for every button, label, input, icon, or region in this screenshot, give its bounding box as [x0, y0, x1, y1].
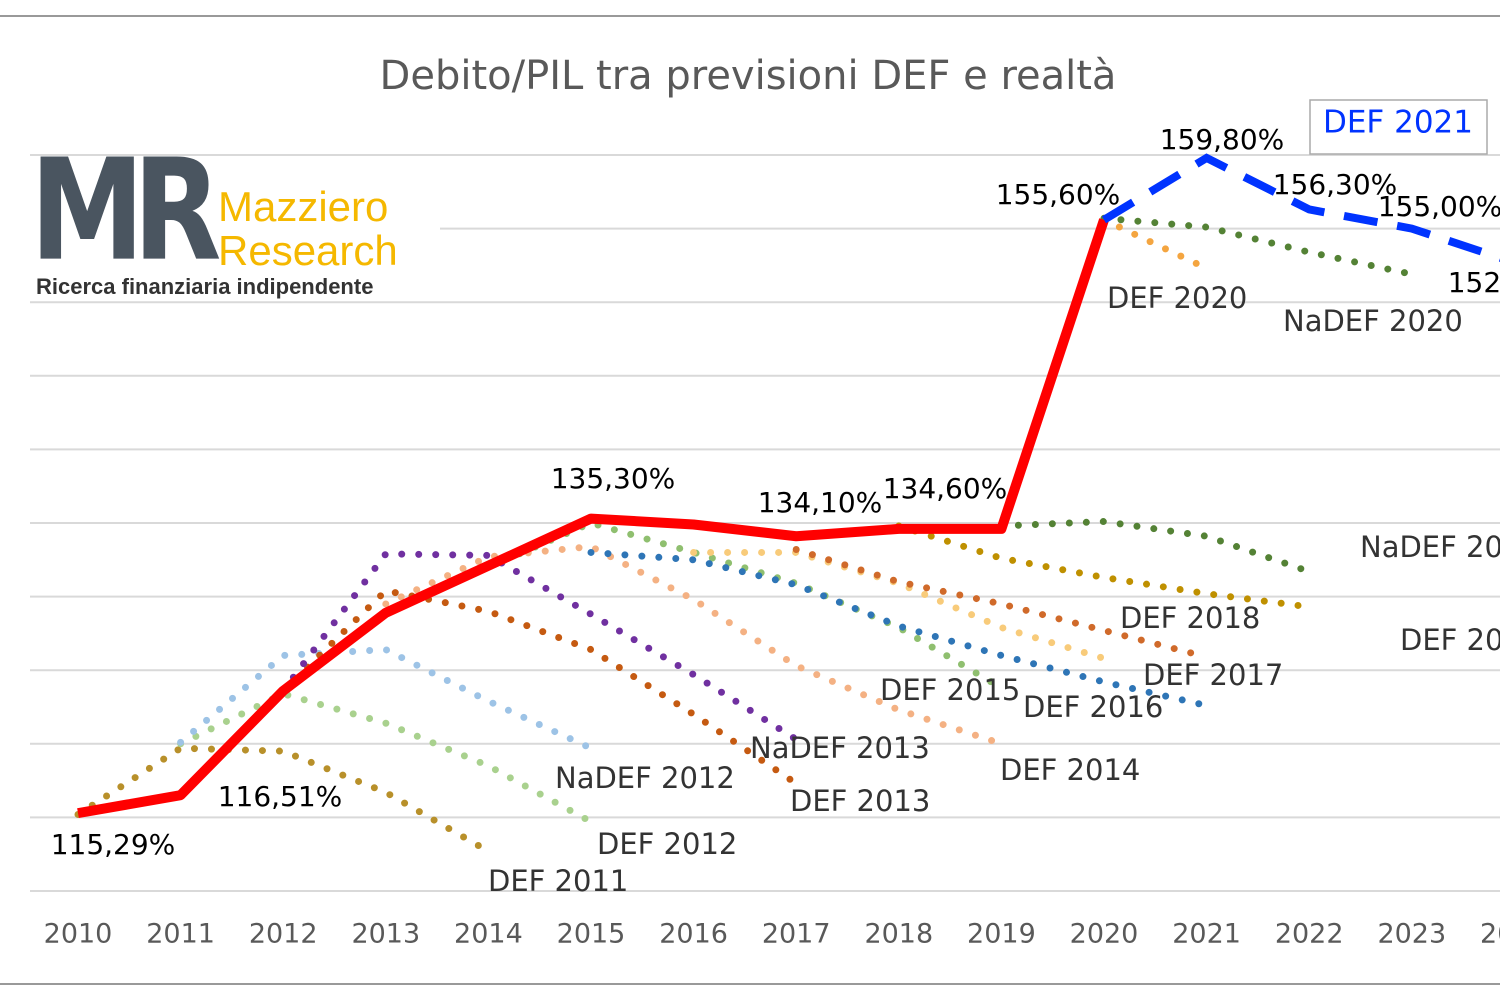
data-label: 152,70%	[1448, 266, 1500, 299]
x-tick-label: 2017	[762, 919, 831, 950]
series-line	[279, 586, 800, 788]
series-label: DEF 2019	[1400, 623, 1500, 657]
series-label: DEF 2011	[488, 864, 628, 898]
data-label: 155,00%	[1378, 190, 1500, 223]
data-label: 135,30%	[551, 462, 676, 495]
series-line	[177, 690, 595, 826]
series-label: DEF 2012	[597, 827, 737, 861]
x-tick-label: 2022	[1275, 919, 1344, 950]
data-label: 115,29%	[51, 828, 176, 861]
legend-label: DEF 2021	[1323, 105, 1473, 141]
data-label: 116,51%	[218, 780, 343, 813]
x-tick-label: 2024	[1480, 919, 1500, 950]
series-label: NaDEF 2019	[1360, 530, 1500, 564]
series-line	[484, 519, 1005, 692]
logo: MR Mazziero Research Ricerca finanziaria…	[30, 130, 440, 300]
series-line	[177, 646, 595, 752]
logo-line1: Mazziero	[218, 183, 388, 230]
x-tick-label: 2019	[967, 919, 1036, 950]
x-tick-label: 2020	[1070, 919, 1139, 950]
series-line	[1100, 216, 1211, 272]
data-label: 159,80%	[1160, 123, 1285, 156]
series-label: DEF 2015	[880, 673, 1020, 707]
data-label: 134,60%	[883, 472, 1008, 505]
x-tick-label: 2011	[146, 919, 215, 950]
series-label: DEF 2018	[1120, 601, 1260, 635]
series-label: DEF 2016	[1023, 690, 1163, 724]
series-label: DEF 2020	[1107, 281, 1247, 315]
series-label: DEF 2013	[790, 784, 930, 818]
x-tick-label: 2023	[1377, 919, 1446, 950]
x-tick-label: 2014	[454, 919, 523, 950]
series-label: DEF 2017	[1143, 658, 1283, 692]
series-line	[74, 744, 492, 855]
x-tick-label: 2021	[1172, 919, 1241, 950]
series-label: NaDEF 2020	[1283, 304, 1463, 338]
series-line	[587, 548, 1211, 710]
series-line	[792, 545, 1211, 661]
series-label: NaDEF 2012	[555, 761, 735, 795]
x-tick-label: 2013	[351, 919, 420, 950]
plot	[74, 153, 1500, 855]
x-tick-label: 2016	[659, 919, 728, 950]
series-line	[1100, 214, 1416, 278]
logo-bg	[30, 160, 440, 300]
x-tick-label: 2012	[249, 919, 318, 950]
logo-tagline: Ricerca finanziaria indipendente	[36, 274, 373, 299]
series-line	[997, 518, 1313, 576]
x-tick-label: 2018	[864, 919, 933, 950]
logo-mark: MR	[30, 130, 219, 293]
legend-box	[1309, 99, 1488, 155]
grid: 2010 2011 2012 2013 2014 2015 2016 2017 2018 2019…	[30, 154, 1500, 950]
data-label: 134,10%	[758, 486, 883, 519]
series-label: NaDEF 2013	[750, 731, 930, 765]
series-line	[77, 218, 1109, 819]
data-label: 155,60%	[996, 178, 1121, 211]
x-tick-label: 2015	[557, 919, 626, 950]
series-label: DEF 2014	[1000, 753, 1140, 787]
x-tick-label: 2010	[44, 919, 113, 950]
series-line	[1101, 153, 1500, 262]
series-line	[690, 548, 1108, 662]
data-label: 156,30%	[1273, 168, 1398, 201]
chart-title: Debito/PIL tra previsioni DEF e realtà	[380, 53, 1117, 99]
logo-line2: Research	[218, 227, 398, 274]
